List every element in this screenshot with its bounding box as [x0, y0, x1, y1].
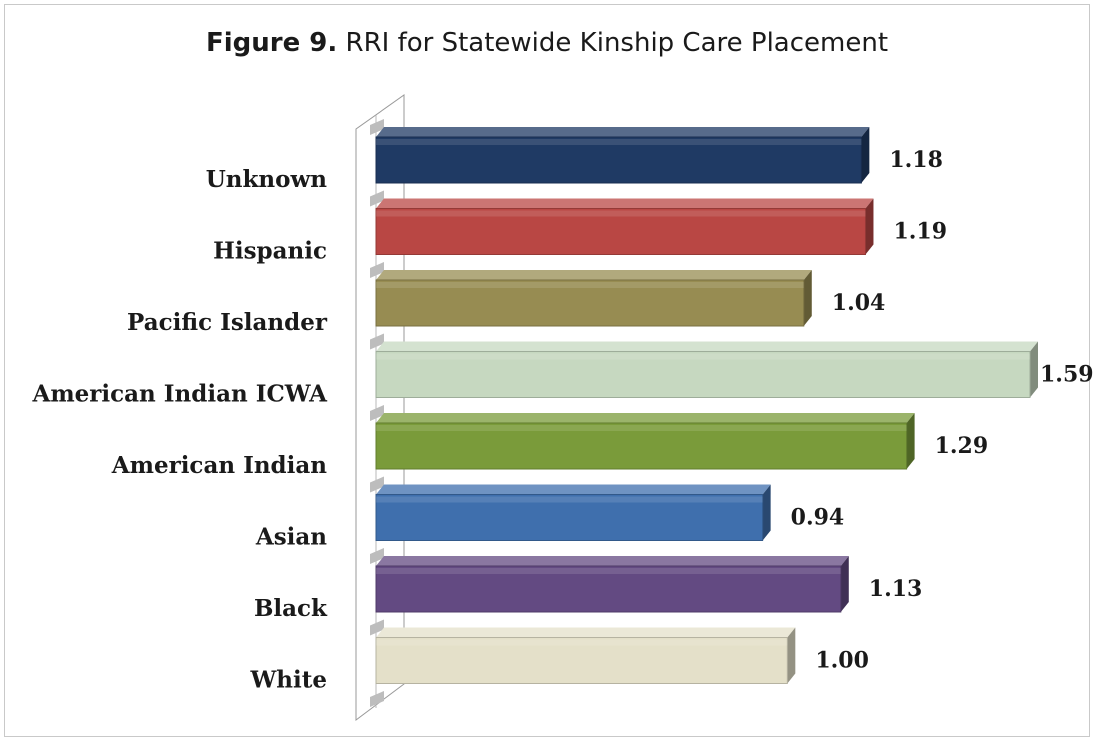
- bar-side-face: [840, 556, 849, 612]
- wall-tick: [370, 119, 384, 135]
- bar-top-face: [376, 484, 771, 495]
- bar-highlight: [376, 568, 841, 574]
- wall-tick: [370, 262, 384, 278]
- value-label: 1.19: [893, 219, 947, 245]
- bar-highlight: [376, 496, 763, 503]
- value-label: 1.18: [889, 147, 943, 173]
- bar-hispanic: [375, 198, 874, 255]
- bar-highlight: [376, 210, 866, 217]
- bar-side-face: [803, 270, 812, 326]
- bar-front-face: [375, 208, 866, 255]
- bar-side-face: [865, 198, 874, 255]
- bar-top-face: [376, 556, 849, 566]
- value-labels: 1.18 1.19 1.04 1.59 1.29 0.94 1.13 1.00: [791, 147, 1094, 674]
- category-label: Black: [254, 595, 328, 622]
- wall-tick: [370, 405, 384, 421]
- chart-bars: [375, 127, 1038, 684]
- wall-tick: [370, 548, 384, 564]
- chart-title: Figure 9. RRI for Statewide Kinship Care…: [0, 28, 1094, 58]
- bar-american-indian: [375, 413, 915, 470]
- bar-top-face: [376, 413, 915, 423]
- value-label: 1.04: [832, 290, 886, 316]
- bar-front-face: [375, 494, 764, 541]
- bar-black: [375, 556, 849, 613]
- wall-tick: [370, 691, 384, 707]
- bar-side-face: [1030, 341, 1038, 398]
- bar-side-face: [762, 484, 771, 541]
- category-label: American Indian ICWA: [31, 381, 328, 408]
- bar-top-face: [376, 627, 796, 638]
- value-label: 1.29: [935, 433, 989, 459]
- bar-side-face: [906, 413, 915, 469]
- bar-front-face: [375, 565, 842, 613]
- bar-unknown: [375, 127, 870, 184]
- chart-back-wall: [355, 94, 405, 721]
- category-label: American Indian: [111, 452, 328, 479]
- category-labels: Unknown Hispanic Pacific Islander American …: [31, 166, 328, 694]
- value-label: 1.13: [869, 576, 923, 602]
- category-label: Unknown: [206, 166, 328, 193]
- bar-top-face: [376, 127, 870, 137]
- bar-side-face: [861, 127, 870, 183]
- value-label: 1.00: [815, 648, 869, 674]
- bar-top-face: [376, 270, 812, 280]
- bar-front-face: [375, 637, 788, 684]
- wall-tick: [370, 476, 384, 493]
- bar-highlight: [376, 639, 788, 646]
- bar-side-face: [787, 627, 796, 684]
- figure-title: RRI for Statewide Kinship Care Placement: [345, 28, 889, 58]
- bar-asian: [375, 484, 771, 541]
- bar-top-face: [376, 341, 1038, 352]
- wall-tick: [370, 333, 384, 350]
- category-label: White: [249, 667, 327, 694]
- bar-highlight: [376, 282, 804, 288]
- figure-label: Figure 9.: [205, 28, 338, 58]
- bar-highlight: [376, 425, 907, 431]
- bar-white: [375, 627, 796, 684]
- bar-top-face: [376, 198, 874, 209]
- bar-pacific-islander: [375, 270, 812, 327]
- bar-highlight: [376, 353, 1030, 360]
- value-label: 1.59: [1040, 362, 1094, 388]
- bar-highlight: [376, 139, 862, 145]
- bar-front-face: [375, 136, 862, 184]
- category-label: Asian: [255, 524, 327, 551]
- category-label: Hispanic: [213, 238, 327, 265]
- bar-american-indian-icwa: [375, 341, 1038, 398]
- bar-front-face: [375, 279, 805, 327]
- wall-tick: [370, 619, 384, 636]
- wall-tick: [370, 190, 384, 207]
- bar-front-face: [375, 351, 1031, 398]
- value-label: 0.94: [791, 505, 845, 531]
- category-label: Pacific Islander: [127, 309, 328, 336]
- bar-front-face: [375, 422, 908, 470]
